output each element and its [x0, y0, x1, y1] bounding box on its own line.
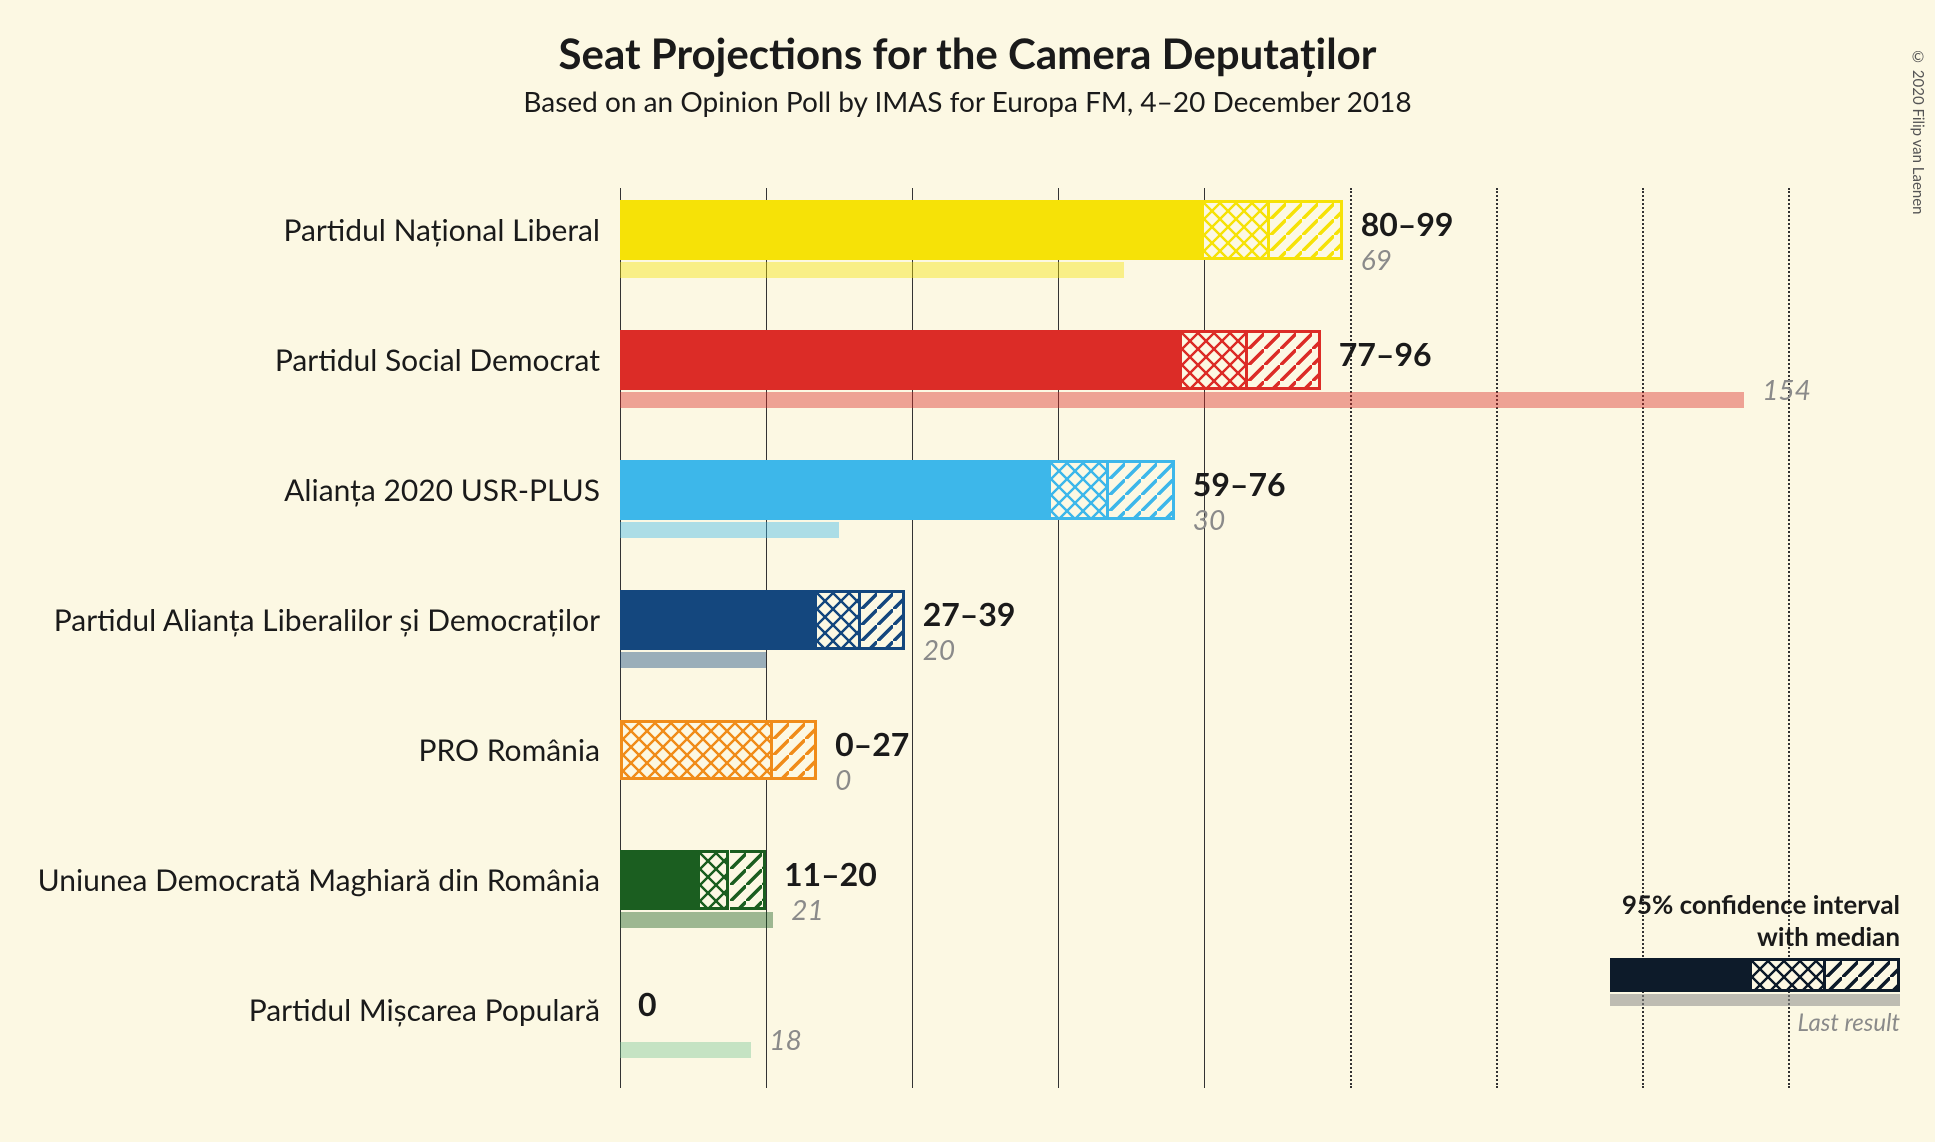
last-result-bar: [620, 392, 1744, 408]
party-row: Alianța 2020 USR-PLUS59–7630: [620, 460, 1935, 590]
last-result-bar: [620, 1042, 751, 1058]
bar-segment-cross: [1204, 200, 1270, 260]
bar-segment-diag: [1248, 330, 1321, 390]
chart-subtitle: Based on an Opinion Poll by IMAS for Eur…: [0, 84, 1935, 118]
range-label: 0: [638, 984, 657, 1023]
last-result-label: 154: [1762, 372, 1811, 406]
legend: 95% confidence interval with median Last…: [1610, 888, 1900, 1037]
bar-segment-solid: [620, 200, 1204, 260]
party-label: Partidul Național Liberal: [283, 212, 600, 248]
range-label: 59–76: [1193, 464, 1286, 503]
party-label: Partidul Mișcarea Populară: [249, 992, 600, 1028]
party-label: Uniunea Democrată Maghiară din România: [38, 862, 600, 898]
party-label: Partidul Social Democrat: [275, 342, 600, 378]
bar-segment-solid: [620, 460, 1051, 520]
party-label: Alianța 2020 USR-PLUS: [284, 472, 600, 508]
legend-title: 95% confidence interval with median: [1610, 888, 1900, 952]
bar-segment-diag: [730, 850, 767, 910]
legend-last-label: Last result: [1610, 1008, 1900, 1037]
range-label: 27–39: [923, 594, 1016, 633]
copyright-text: © 2020 Filip van Laenen: [1909, 48, 1927, 215]
party-row: Partidul Național Liberal80–9969: [620, 200, 1935, 330]
party-row: PRO România0–270: [620, 720, 1935, 850]
range-label: 0–27: [835, 724, 909, 763]
bar-segment-diag: [1109, 460, 1175, 520]
last-result-label: 69: [1361, 242, 1392, 276]
bar-segment-cross: [700, 850, 729, 910]
bar-segment-cross: [1182, 330, 1248, 390]
last-result-bar: [620, 652, 766, 668]
bar-segment-cross: [1051, 460, 1109, 520]
party-label: Partidul Alianța Liberalilor și Democraț…: [54, 602, 600, 638]
range-label: 11–20: [784, 854, 877, 893]
last-result-label: 20: [923, 632, 955, 666]
bar-segment-diag: [773, 720, 817, 780]
last-result-bar: [620, 522, 839, 538]
last-result-label: 18: [769, 1022, 801, 1056]
bar-segment-solid: [620, 590, 817, 650]
bar-segment-solid: [620, 850, 700, 910]
party-row: Partidul Alianța Liberalilor și Democraț…: [620, 590, 1935, 720]
legend-segment: [1610, 958, 1752, 992]
bar-segment-cross: [620, 720, 773, 780]
bar-segment-solid: [620, 330, 1182, 390]
bar-segment-cross: [817, 590, 861, 650]
party-label: PRO România: [418, 732, 600, 768]
legend-last-bar: [1610, 994, 1900, 1006]
bar-segment-diag: [1270, 200, 1343, 260]
legend-bar: [1610, 958, 1900, 992]
range-label: 77–96: [1339, 334, 1432, 373]
last-result-label: 0: [835, 762, 851, 796]
last-result-label: 21: [791, 892, 823, 926]
last-result-label: 30: [1193, 502, 1225, 536]
party-row: Partidul Social Democrat77–96154: [620, 330, 1935, 460]
range-label: 80–99: [1361, 204, 1454, 243]
bar-segment-diag: [861, 590, 905, 650]
legend-segment: [1826, 958, 1900, 992]
legend-segment: [1752, 958, 1826, 992]
last-result-bar: [620, 262, 1124, 278]
chart-title: Seat Projections for the Camera Deputați…: [0, 28, 1935, 78]
last-result-bar: [620, 912, 773, 928]
